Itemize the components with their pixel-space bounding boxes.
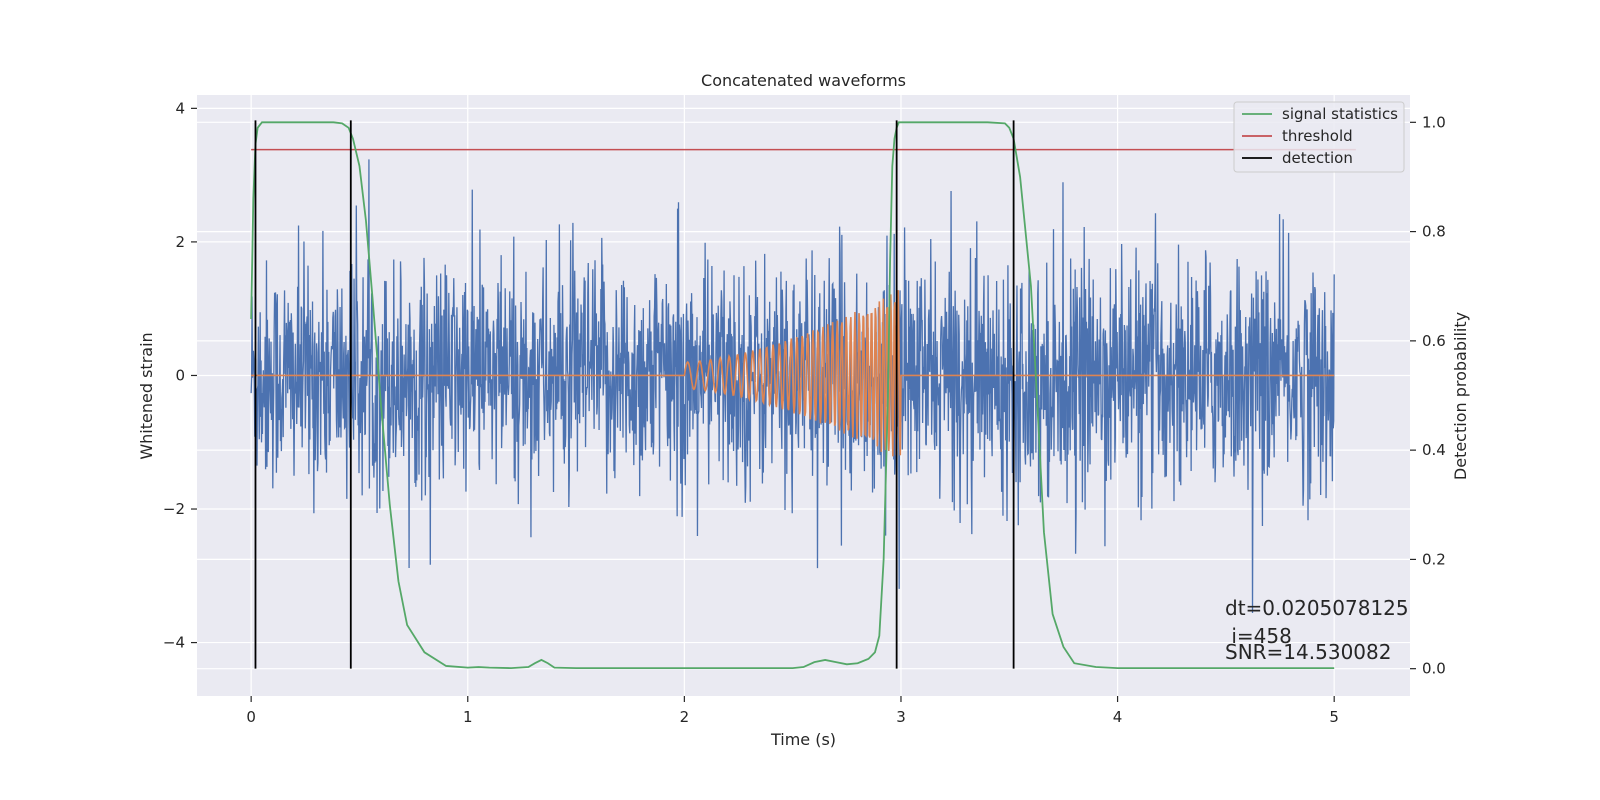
signal-statistics-series [250, 121, 1335, 670]
legend-box [1233, 101, 1405, 173]
injected-chirp-series [251, 290, 1335, 457]
x-axis-label: Time (s) [770, 730, 836, 749]
y-tick-label-right: 0.2 [1422, 550, 1446, 568]
y-tick-label-right: 1.0 [1422, 113, 1446, 131]
data-layer [250, 120, 1356, 670]
y-tick-label-left: 2 [175, 233, 185, 251]
y-tick-label-right: 0.8 [1422, 223, 1446, 241]
y-tick-label-left: −4 [163, 634, 185, 652]
legend-signal-statistics-label: signal statistics [1282, 105, 1398, 123]
legend-threshold-label: threshold [1282, 127, 1353, 145]
y-axis-label-left: Whitened strain [137, 332, 156, 459]
x-tick-label: 5 [1329, 708, 1339, 726]
y-tick-label-left: 4 [175, 99, 185, 117]
x-tick-label: 4 [1113, 708, 1123, 726]
axes: 0 1 2 3 4 5 −4 −2 0 2 4 0.0 0.2 0.4 0.6 0.8 1.0 [163, 99, 1446, 726]
grid-lines [197, 95, 1410, 696]
y-tick-label-left: 0 [175, 366, 185, 384]
chart-title: Concatenated waveforms [701, 71, 906, 90]
y-tick-label-left: −2 [163, 500, 185, 518]
annotation-dt: dt=0.0205078125 [1225, 596, 1409, 620]
y-tick-label-right: 0.6 [1422, 332, 1446, 350]
x-tick-label: 0 [246, 708, 256, 726]
legend-detection-label: detection [1282, 149, 1353, 167]
y-axis-label-right: Detection probability [1451, 312, 1470, 480]
y-tick-label-right: 0.0 [1422, 660, 1446, 678]
legend: signal statistics threshold detection [1233, 101, 1405, 173]
x-tick-label: 3 [896, 708, 906, 726]
annotation-index: i=458 [1225, 624, 1292, 648]
x-tick-label: 1 [463, 708, 473, 726]
annotations: dt=0.0205078125 i=458 SNR=14.530082 [1225, 596, 1409, 664]
annotation-snr: SNR=14.530082 [1225, 640, 1391, 664]
y-tick-label-right: 0.4 [1422, 441, 1446, 459]
x-tick-label: 2 [680, 708, 690, 726]
